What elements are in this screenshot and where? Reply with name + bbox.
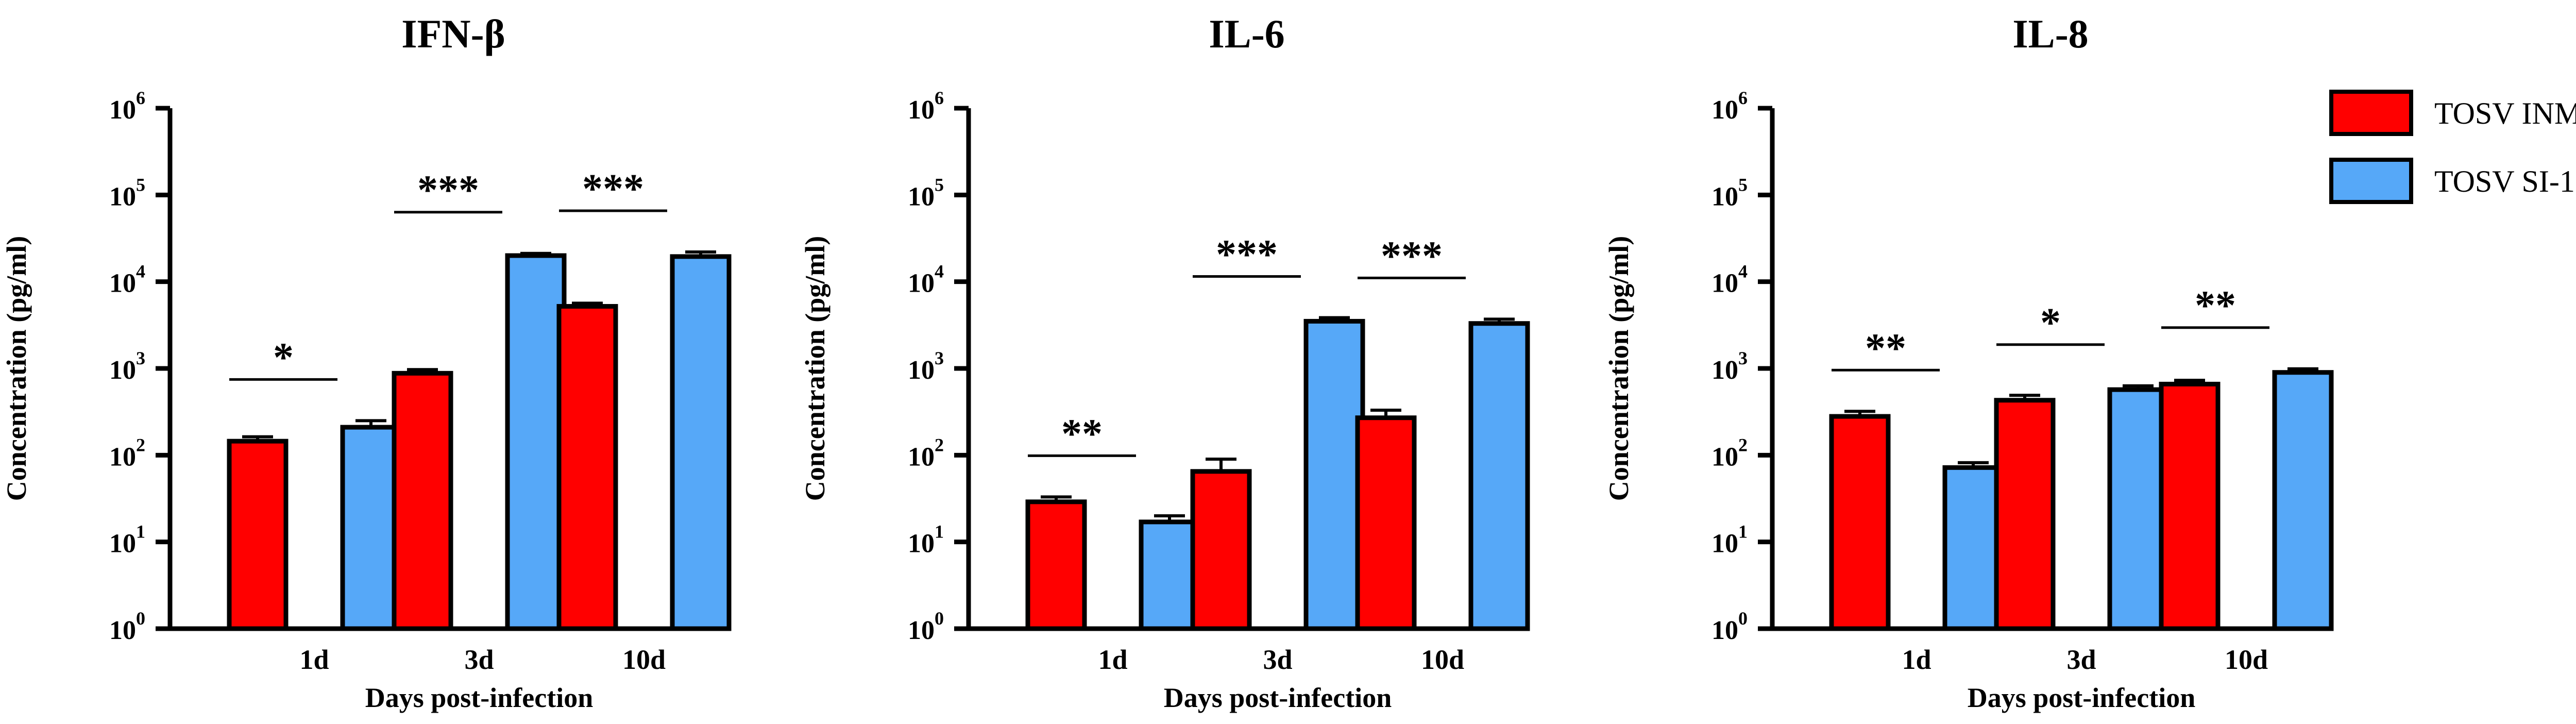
x-tick-label: 1d	[1902, 644, 1931, 675]
significance-marker: ***	[1381, 233, 1443, 279]
significance-marker: **	[1061, 411, 1103, 457]
y-tick-label: 102	[109, 434, 145, 472]
chart-panel-2: IL-6 100 101 102 103 104 105 106 Concentration (…	[800, 11, 1530, 713]
legend: TOSV INMI TOSV SI-1812	[2329, 90, 2576, 204]
chart-panel-3: IL-8 100 101 102 103 104 105 106 Concentration (…	[1603, 11, 2334, 713]
bar-inmi-1d	[1025, 499, 1087, 631]
significance-marker: *	[273, 335, 294, 380]
y-tick-label: 103	[1711, 348, 1748, 385]
significance-marker: **	[2195, 283, 2236, 329]
chart-title: IFN-β	[401, 11, 505, 56]
chart-panel-1: IFN-β 100 101 102 103 104 105 106 Concentration …	[1, 11, 732, 713]
bar-si1812-10d	[1468, 321, 1530, 631]
bar-si1812-1d	[1942, 465, 2004, 631]
y-tick-label: 103	[109, 348, 145, 385]
significance-marker: ***	[417, 168, 479, 213]
bar-inmi-10d	[2159, 381, 2221, 631]
bar-si1812-10d	[2272, 370, 2334, 631]
bar-si1812-3d	[505, 253, 567, 631]
legend-swatch-inmi	[2329, 90, 2413, 136]
y-tick-label: 101	[1711, 521, 1748, 559]
y-tick-label: 100	[908, 608, 944, 645]
bar-inmi-1d	[1829, 414, 1891, 631]
y-tick-label: 105	[908, 174, 944, 211]
chart-title: IL-6	[1209, 11, 1284, 56]
bar-si1812-10d	[670, 254, 732, 631]
bar-inmi-3d	[1190, 469, 1252, 631]
y-tick-label: 100	[109, 608, 145, 645]
significance-marker: ***	[1216, 232, 1278, 277]
significance-marker: ***	[582, 166, 644, 212]
y-tick-label: 101	[109, 521, 145, 559]
bar-si1812-3d	[1303, 318, 1365, 631]
x-tick-label: 10d	[622, 644, 666, 675]
legend-swatch-si1812	[2329, 158, 2413, 204]
x-tick-label: 10d	[1421, 644, 1464, 675]
bar-si1812-3d	[2107, 387, 2169, 631]
bar-inmi-3d	[1994, 398, 2056, 631]
bar-si1812-1d	[340, 425, 402, 631]
y-axis-label: Concentration (pg/ml)	[1, 236, 32, 501]
y-tick-label: 102	[1711, 434, 1748, 472]
bar-inmi-10d	[556, 304, 618, 631]
y-tick-label: 102	[908, 434, 944, 472]
x-axis-label: Days post-infection	[1968, 682, 2196, 713]
bar-inmi-1d	[227, 439, 289, 631]
y-tick-label: 100	[1711, 608, 1748, 645]
bar-inmi-3d	[392, 371, 453, 631]
y-tick-label: 104	[908, 261, 944, 298]
y-tick-label: 106	[109, 88, 145, 125]
x-tick-label: 10d	[2225, 644, 2268, 675]
x-tick-label: 3d	[2066, 644, 2096, 675]
significance-marker: *	[2040, 300, 2061, 346]
y-tick-label: 101	[908, 521, 944, 559]
y-tick-label: 105	[1711, 174, 1748, 211]
chart-title: IL-8	[2012, 11, 2088, 56]
y-tick-label: 104	[1711, 261, 1748, 298]
y-tick-label: 103	[908, 348, 944, 385]
y-axis-label: Concentration (pg/ml)	[1603, 236, 1634, 501]
y-tick-label: 105	[109, 174, 145, 211]
bar-si1812-1d	[1139, 519, 1200, 631]
x-tick-label: 3d	[1263, 644, 1292, 675]
y-tick-label: 106	[908, 88, 944, 125]
x-axis-label: Days post-infection	[365, 682, 594, 713]
x-tick-label: 3d	[464, 644, 494, 675]
y-tick-label: 106	[1711, 88, 1748, 125]
legend-label: TOSV SI-1812	[2434, 164, 2576, 198]
y-axis-label: Concentration (pg/ml)	[800, 236, 831, 501]
x-tick-label: 1d	[299, 644, 329, 675]
x-axis-label: Days post-infection	[1164, 682, 1392, 713]
legend-label: TOSV INMI	[2434, 96, 2576, 130]
x-tick-label: 1d	[1098, 644, 1127, 675]
y-tick-label: 104	[109, 261, 145, 298]
significance-marker: **	[1865, 326, 1906, 371]
bar-inmi-10d	[1355, 415, 1417, 631]
